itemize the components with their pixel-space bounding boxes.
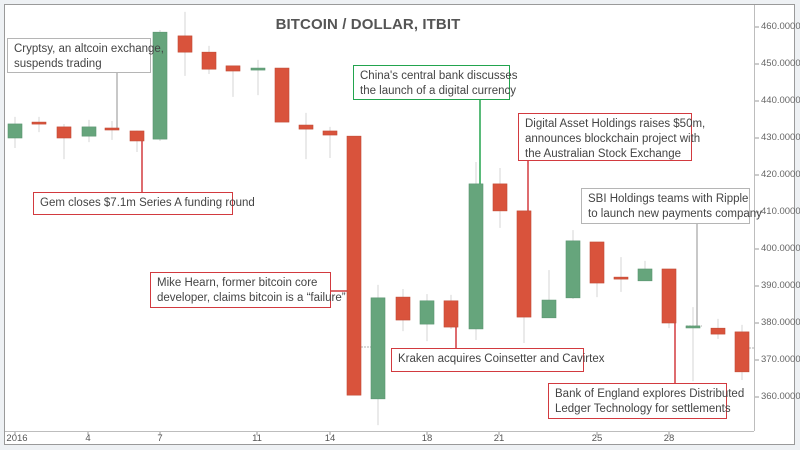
- candle-up: [419, 294, 435, 342]
- candle-up: [685, 307, 701, 382]
- x-tick-label: 21: [493, 433, 505, 444]
- axes: [5, 5, 759, 435]
- x-tick-label: 14: [324, 433, 336, 444]
- annotation-text: China's central bank discusses: [360, 70, 518, 82]
- candle-up: [637, 260, 653, 282]
- annotation-text: Bank of England explores Distributed: [555, 388, 745, 400]
- candle-down: [395, 288, 411, 332]
- candle-down: [298, 112, 314, 160]
- annotation-sbi: SBI Holdings teams with Ripple to launch…: [581, 188, 762, 224]
- annotation-cryptsy: Cryptsy, an altcoin exchange, suspends t…: [7, 38, 165, 73]
- x-tick-label: 18: [421, 433, 433, 444]
- candle-up: [152, 29, 168, 141]
- candle-down: [104, 120, 120, 140]
- y-tick-label: 370.0000: [761, 354, 800, 365]
- candle-down: [31, 116, 47, 133]
- annotation-china: China's central bank discusses the launc…: [353, 65, 518, 100]
- x-tick-label: 4: [85, 433, 91, 444]
- candle-down: [589, 241, 605, 298]
- annotation-text: suspends trading: [14, 58, 102, 70]
- x-tick-label: 28: [663, 433, 675, 444]
- x-tick-label: 7: [157, 433, 163, 444]
- annotation-text: Kraken acquires Coinsetter and Cavirtex: [398, 353, 605, 365]
- candle-down: [346, 135, 362, 396]
- candle-down: [492, 167, 508, 228]
- y-tick-label: 440.0000: [761, 95, 800, 106]
- annotation-text: the launch of a digital currency: [360, 85, 516, 97]
- y-tick-label: 360.0000: [761, 391, 800, 402]
- candle-up: [468, 162, 484, 341]
- annotation-text: the Australian Stock Exchange: [525, 148, 681, 160]
- candle-down: [516, 210, 532, 343]
- y-tick-label: 460.0000: [761, 21, 800, 32]
- annotation-text: SBI Holdings teams with Ripple: [588, 193, 749, 205]
- y-tick-label: 420.0000: [761, 169, 800, 180]
- candle-up: [250, 59, 266, 96]
- y-tick-label: 380.0000: [761, 317, 800, 328]
- candle-down: [322, 126, 338, 158]
- candle-down: [734, 324, 750, 380]
- y-tick-label: 390.0000: [761, 280, 800, 291]
- candle-down: [129, 130, 145, 153]
- y-tick-label: 450.0000: [761, 58, 800, 69]
- annotation-text: announces blockchain project with: [525, 133, 701, 145]
- annotation-gem: Gem closes $7.1m Series A funding round: [33, 192, 255, 215]
- x-tick-label: 11: [252, 433, 262, 444]
- annotation-digital-asset: Digital Asset Holdings raises $50m, anno…: [518, 113, 706, 161]
- annotation-text: Digital Asset Holdings raises $50m,: [525, 118, 706, 130]
- candle-down: [177, 11, 193, 76]
- candle-up: [81, 119, 97, 143]
- annotation-connectors: [116, 73, 698, 383]
- candle-down: [613, 257, 629, 292]
- candle-down: [225, 65, 241, 97]
- x-tick-label: 2016: [6, 433, 28, 444]
- annotation-bank-of-england: Bank of England explores Distributed Led…: [548, 383, 745, 419]
- candle-down: [710, 318, 726, 339]
- candle-down: [274, 67, 290, 123]
- chart-title: BITCOIN / DOLLAR, ITBIT: [275, 16, 461, 33]
- candle-up: [541, 270, 557, 319]
- candle-down: [661, 268, 677, 329]
- candle-down: [201, 45, 217, 74]
- annotation-text: to launch new payments company: [588, 208, 762, 220]
- candle-down: [443, 294, 459, 329]
- annotation-text: Mike Hearn, former bitcoin core: [157, 277, 318, 289]
- annotation-text: Gem closes $7.1m Series A funding round: [40, 197, 255, 209]
- candle-down: [56, 123, 72, 160]
- x-tick-label: 25: [591, 433, 603, 444]
- annotation-mike-hearn: Mike Hearn, former bitcoin core develope…: [150, 272, 346, 308]
- candle-up: [565, 230, 581, 299]
- annotation-text: Cryptsy, an altcoin exchange,: [14, 43, 165, 55]
- y-tick-label: 410.0000: [761, 206, 800, 217]
- y-tick-label: 430.0000: [761, 132, 800, 143]
- candle-up: [7, 116, 23, 148]
- y-tick-label: 400.0000: [761, 243, 800, 254]
- annotation-text: Ledger Technology for settlements: [555, 403, 731, 415]
- candles: [7, 11, 750, 426]
- annotation-kraken: Kraken acquires Coinsetter and Cavirtex: [391, 348, 605, 372]
- candle-up: [370, 284, 386, 426]
- annotation-text: developer, claims bitcoin is a “failure”: [157, 292, 346, 304]
